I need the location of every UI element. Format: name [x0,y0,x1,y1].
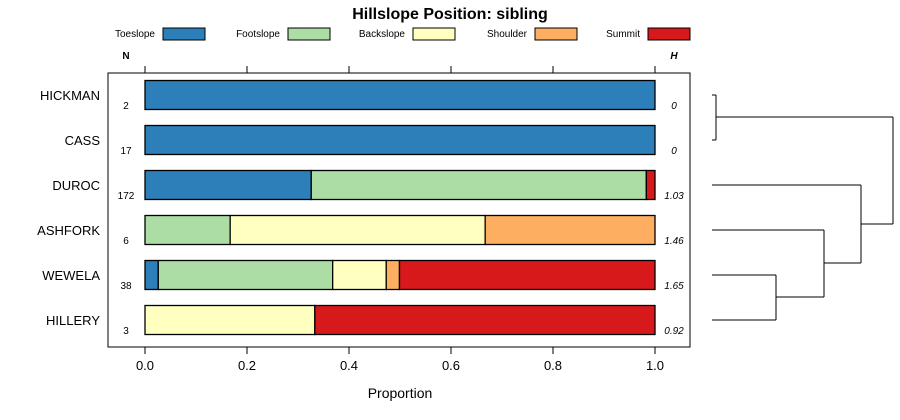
bars: HICKMAN 2 0 CASS 17 0 DUROC 172 1.03 ASHFORK 6 1.46… [37,79,684,337]
bar-segment-cass-toeslope [144,124,656,156]
n-value-hickman: 2 [123,101,129,112]
bar-segment-hillery-summit [314,304,656,336]
x-axis: 0.0 0.2 0.4 0.6 0.8 1.0 [136,66,664,373]
row-label-hillery: HILLERY [46,313,100,328]
n-header: N [122,51,129,62]
bar-segment-wewela-toeslope [144,259,159,291]
bar-segment-ashfork-backslope [229,214,486,246]
row-label-hickman: HICKMAN [40,88,100,103]
bar-segment-wewela-backslope [332,259,387,291]
legend-label-summit: Summit [606,29,640,40]
legend: Toeslope Footslope Backslope Shoulder Summit [115,27,691,41]
n-value-wewela: 38 [120,281,132,292]
x-tick-label: 0.6 [442,358,460,373]
legend-swatch-summit [647,27,691,41]
bar-segment-wewela-footslope [157,259,334,291]
bar-segment-hickman-toeslope [144,79,656,111]
legend-label-footslope: Footslope [236,29,280,40]
x-axis-title: Proportion [368,385,433,401]
bar-segment-hillery-backslope [144,304,316,336]
bar-segment-ashfork-footslope [144,214,231,246]
h-value-wewela: 1.65 [664,281,684,292]
bar-segment-duroc-toeslope [144,169,312,201]
bar-segment-wewela-summit [398,259,656,291]
legend-swatch-shoulder [534,27,578,41]
chart-title: Hillslope Position: sibling [352,6,548,23]
n-value-duroc: 172 [118,191,135,202]
legend-swatch-backslope [412,27,456,41]
x-tick-label: 0.0 [136,358,154,373]
bar-segment-ashfork-shoulder [484,214,656,246]
row-label-ashfork: ASHFORK [37,223,100,238]
plot-frame [107,72,691,348]
x-tick-label: 0.8 [544,358,562,373]
bar-segment-duroc-footslope [310,169,647,201]
n-value-ashfork: 6 [123,236,129,247]
legend-label-backslope: Backslope [359,29,406,40]
bar-segment-wewela-shoulder [385,259,401,291]
legend-swatch-footslope [287,27,331,41]
legend-label-shoulder: Shoulder [487,29,528,40]
x-tick-label: 0.4 [340,358,358,373]
row-label-wewela: WEWELA [42,268,100,283]
row-label-duroc: DUROC [52,178,100,193]
x-tick-label: 1.0 [646,358,664,373]
x-tick-label: 0.2 [238,358,256,373]
h-value-hillery: 0.92 [664,326,684,337]
h-header: H [670,51,678,62]
row-label-cass: CASS [65,133,101,148]
dendrogram [712,94,894,321]
h-value-cass: 0 [671,146,677,157]
bar-segment-duroc-summit [645,169,656,201]
n-value-hillery: 3 [123,326,129,337]
h-value-ashfork: 1.46 [664,236,684,247]
h-value-duroc: 1.03 [664,191,684,202]
legend-label-toeslope: Toeslope [115,29,155,40]
legend-swatch-toeslope [162,27,206,41]
n-value-cass: 17 [120,146,132,157]
h-value-hickman: 0 [671,101,677,112]
